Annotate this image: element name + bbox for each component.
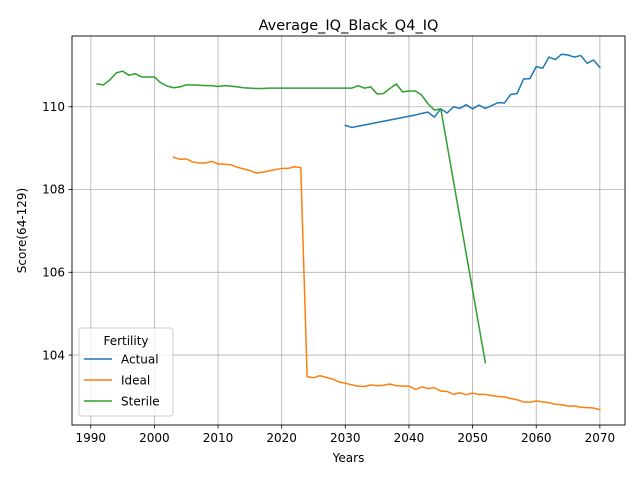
legend-box: [78, 327, 174, 417]
x-axis-label: Years: [332, 451, 365, 465]
legend: Fertility Actual Ideal Sterile: [78, 327, 174, 417]
x-tick-label: 2070: [585, 431, 616, 445]
y-tick-label: 106: [42, 265, 65, 279]
legend-label-sterile: Sterile: [121, 394, 160, 408]
y-tick-label: 108: [42, 183, 65, 197]
series-line-sterile: [96, 70, 487, 364]
x-tick-label: 1990: [75, 431, 106, 445]
x-tick-label: 2060: [521, 431, 552, 445]
x-tick-label: 2040: [394, 431, 425, 445]
x-tick-label: 2010: [203, 431, 234, 445]
legend-label-actual: Actual: [121, 352, 159, 366]
axis-ticks: 1990 2000 2010 2020 2030 2040 2050 2060 2070 104 1…: [42, 100, 615, 445]
y-axis-label: Score(64-129): [15, 188, 29, 273]
x-tick-label: 2020: [266, 431, 297, 445]
legend-label-ideal: Ideal: [121, 373, 150, 387]
chart-title: Average_IQ_Black_Q4_IQ: [259, 18, 439, 34]
plot-area-frame: [71, 35, 626, 426]
x-tick-label: 2000: [139, 431, 170, 445]
y-tick-label: 104: [42, 348, 65, 362]
y-tick-label: 110: [42, 100, 65, 114]
x-tick-label: 2030: [330, 431, 361, 445]
series-line-ideal: [172, 156, 601, 411]
series-lines: [96, 53, 601, 411]
legend-title: Fertility: [103, 334, 148, 348]
x-tick-label: 2050: [457, 431, 488, 445]
series-line-actual: [344, 53, 601, 129]
grid: [72, 36, 625, 425]
